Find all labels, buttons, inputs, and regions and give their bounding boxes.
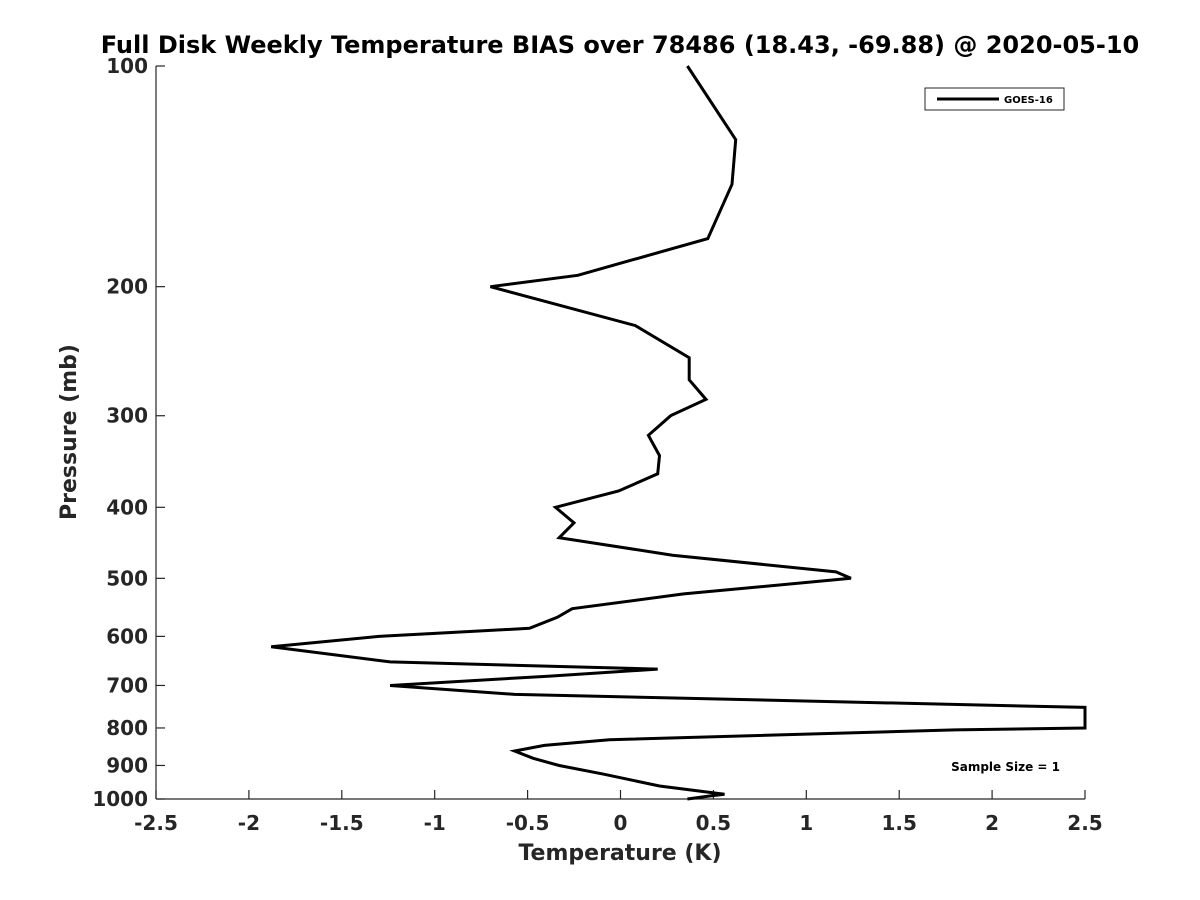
x-tick-label: -0.5 [506,811,550,835]
x-tick-label: 1.5 [881,811,916,835]
x-tick-label: 0.5 [696,811,731,835]
x-tick-label: -2 [238,811,260,835]
y-tick-label: 700 [106,673,148,697]
y-axis-ticks: 100 200 300 400 500 600 700 800 900 1000 [92,54,165,811]
legend: GOES-16 [924,87,1065,111]
legend-label-goes-16: GOES-16 [1004,95,1053,106]
chart-title: Full Disk Weekly Temperature BIAS over 7… [101,31,1140,59]
sample-size-annotation: Sample Size = 1 [951,760,1060,774]
y-tick-label: 400 [106,495,148,519]
x-tick-label: 2 [985,811,999,835]
y-tick-label: 200 [106,275,148,299]
y-axis-label: Pressure (mb) [57,344,82,520]
x-tick-label: -2.5 [134,811,178,835]
x-tick-label: 1 [799,811,813,835]
y-tick-label: 900 [106,753,148,777]
x-tick-label: 2.5 [1067,811,1102,835]
x-axis-label: Temperature (K) [518,841,721,866]
x-tick-label: 0 [614,811,628,835]
y-tick-label: 500 [106,566,148,590]
series-layer [271,65,1087,801]
y-tick-label: 100 [106,54,148,78]
y-tick-label: 300 [106,404,148,428]
y-tick-label: 800 [106,716,148,740]
plot-frame [155,66,1085,800]
series-line-goes-16 [271,65,1087,801]
y-tick-label: 1000 [92,787,148,811]
x-axis-ticks: -2.5 -2 -1.5 -1 -0.5 0 0.5 1 1.5 2 2.5 [134,790,1103,835]
x-tick-label: -1.5 [320,811,364,835]
y-tick-label: 600 [106,624,148,648]
x-tick-label: -1 [424,811,446,835]
